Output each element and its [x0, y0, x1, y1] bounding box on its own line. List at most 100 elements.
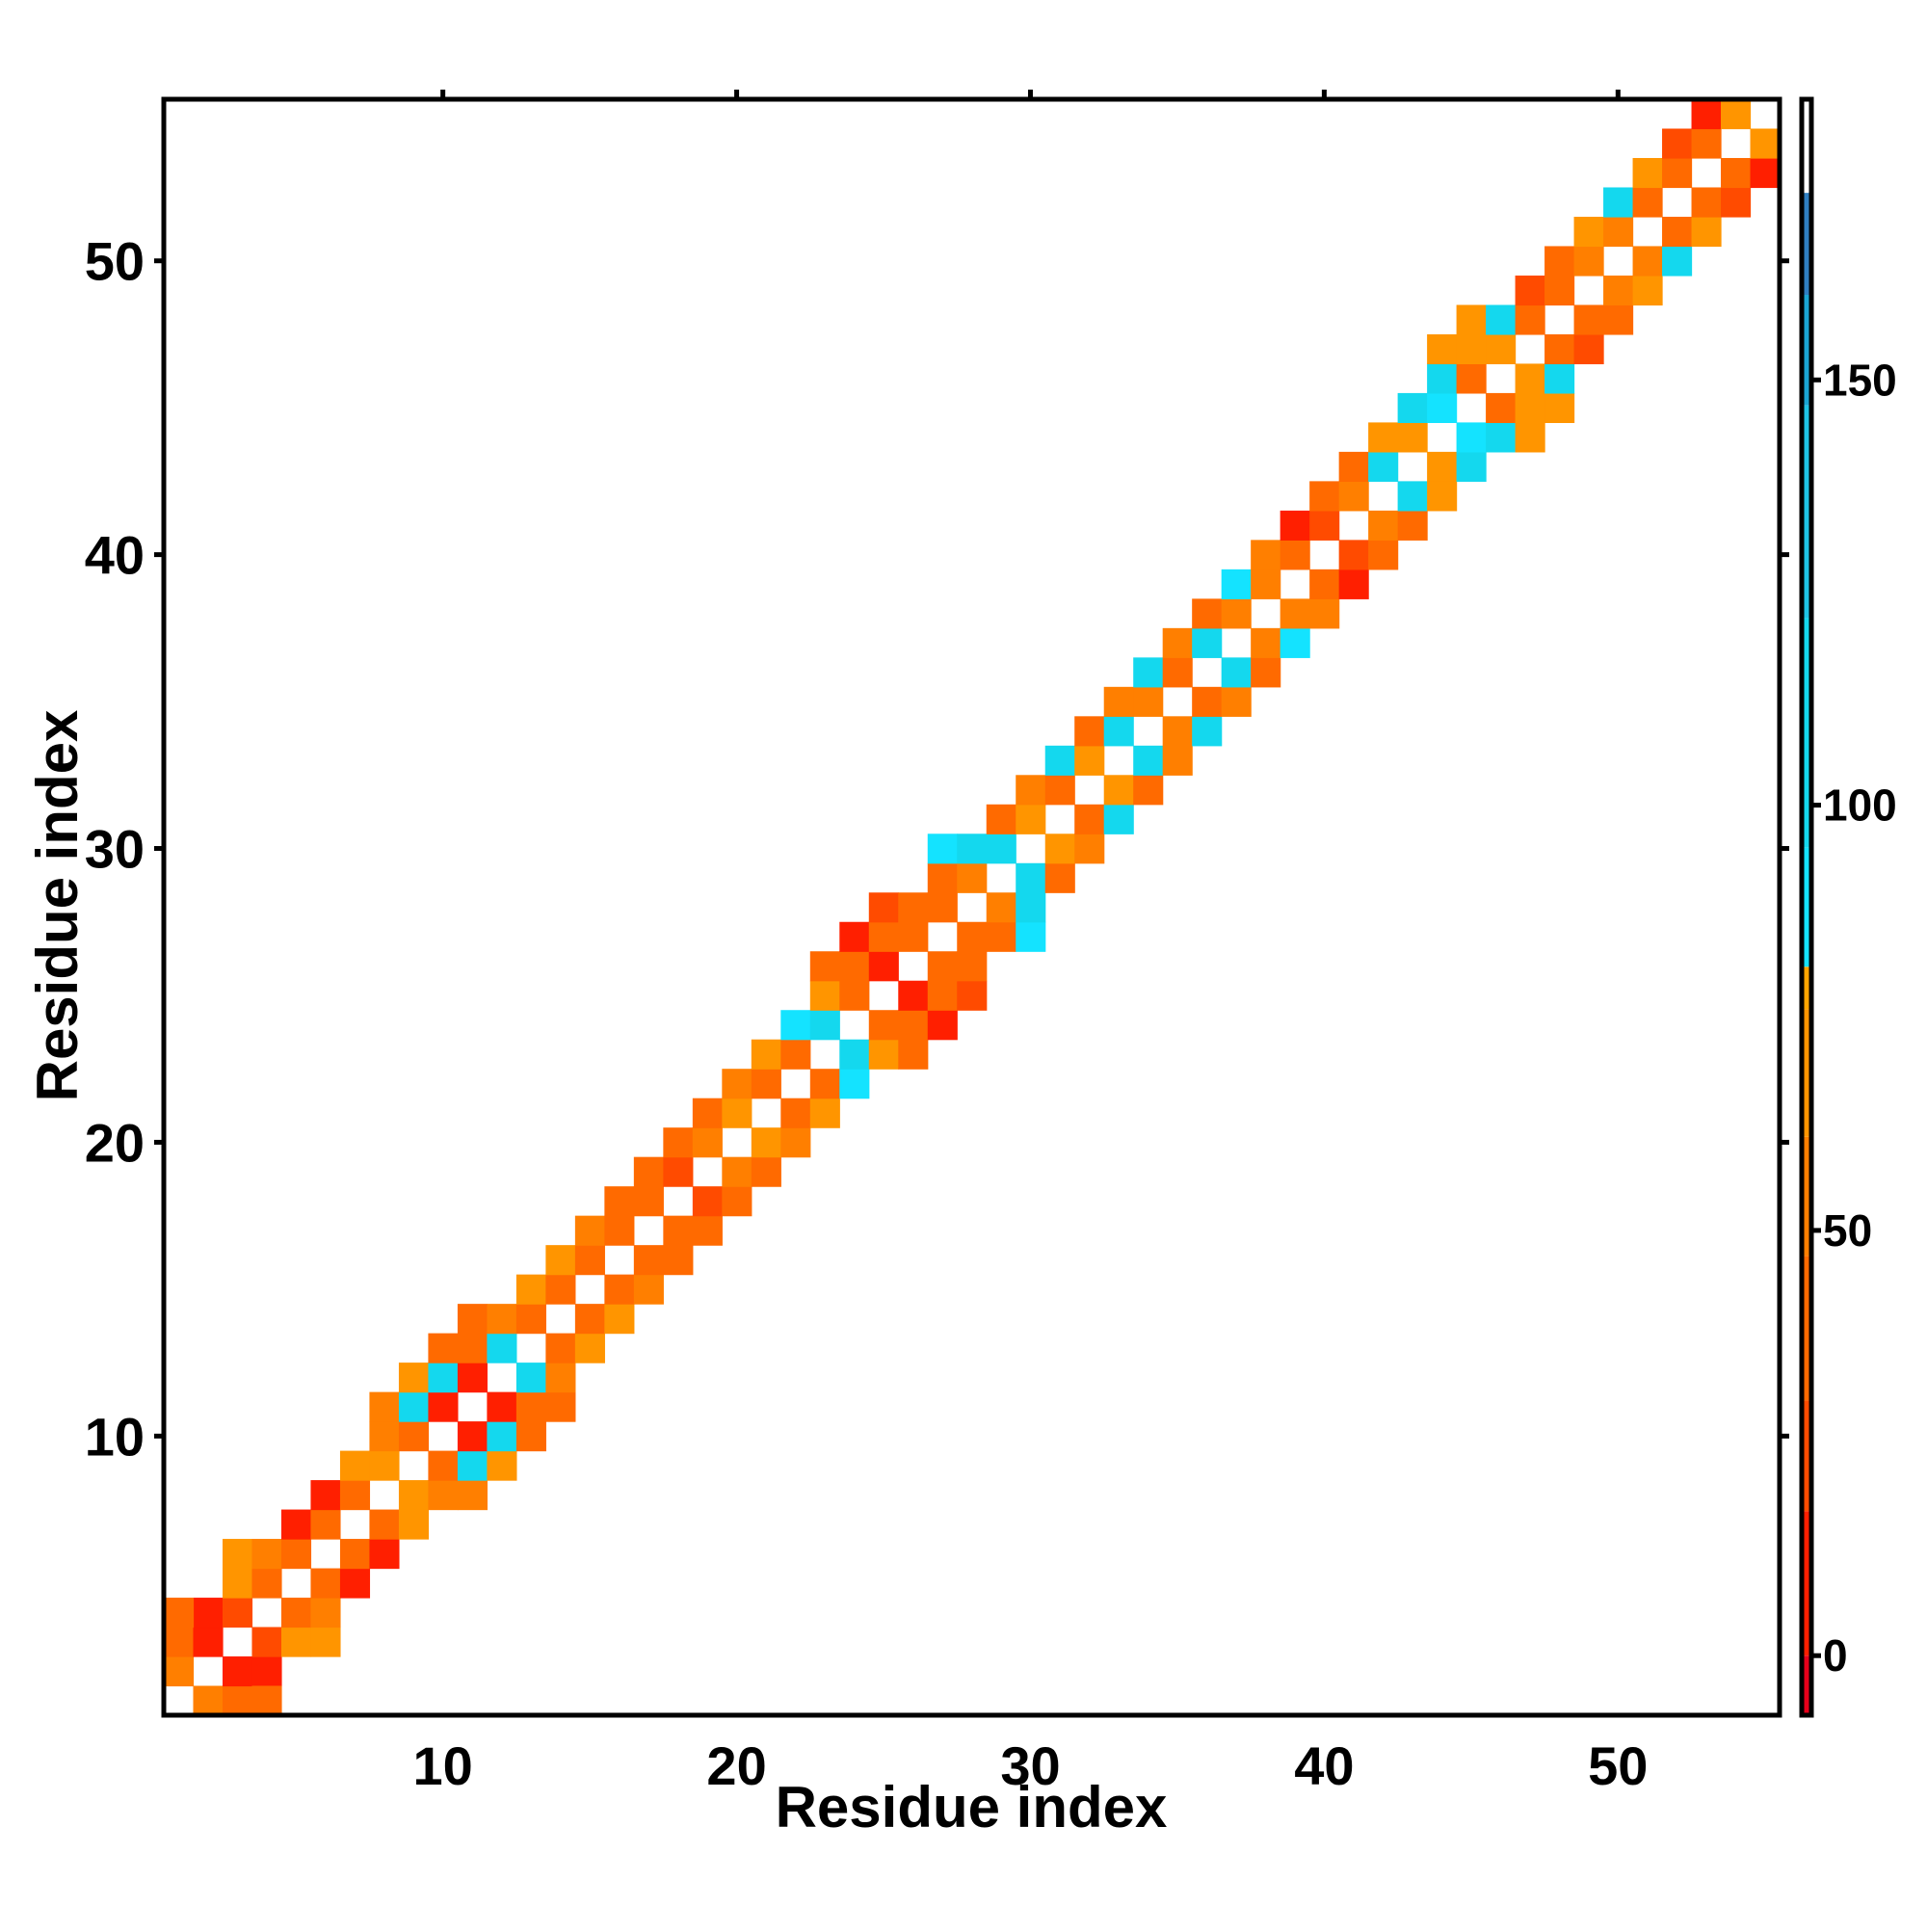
heatmap-cell	[487, 1391, 517, 1422]
heatmap-cell	[310, 1627, 341, 1657]
x-tick-label: 30	[1000, 1735, 1060, 1796]
heatmap-cell	[310, 1598, 341, 1628]
colorbar-band	[1802, 99, 1811, 194]
heatmap-cell	[1721, 157, 1752, 189]
heatmap-cell	[1515, 422, 1545, 453]
heatmap-cell	[1573, 216, 1604, 248]
heatmap-cell	[1691, 187, 1722, 218]
colorbar-tick-label: 100	[1823, 781, 1897, 831]
heatmap-cell	[751, 1069, 781, 1099]
heatmap-cell	[164, 1598, 195, 1628]
colorbar-tick-label: 0	[1823, 1630, 1848, 1681]
heatmap-cells	[164, 99, 1781, 1716]
heatmap-cell	[604, 1186, 635, 1217]
heatmap-cell	[1632, 157, 1663, 189]
heatmap-cell	[751, 1039, 781, 1070]
heatmap-cell	[1162, 716, 1193, 747]
heatmap-cell	[487, 1450, 517, 1481]
heatmap-cell	[1251, 540, 1281, 570]
heatmap-cell	[722, 1186, 752, 1217]
heatmap-cell	[310, 1509, 341, 1540]
heatmap-cell	[1515, 392, 1545, 423]
x-tick-label: 40	[1294, 1735, 1354, 1796]
heatmap-cell	[1162, 627, 1193, 658]
heatmap-cell	[1573, 333, 1604, 365]
heatmap-cell	[545, 1245, 576, 1276]
heatmap-cell	[663, 1245, 694, 1276]
heatmap-cell	[986, 921, 1016, 952]
heatmap-cell	[193, 1685, 224, 1716]
heatmap-cell	[1133, 775, 1164, 806]
heatmap-cell	[222, 1656, 253, 1687]
heatmap-cell	[251, 1627, 282, 1657]
heatmap-cell	[1221, 569, 1252, 599]
heatmap-cell	[1251, 657, 1281, 688]
heatmap-cell	[1103, 716, 1134, 747]
heatmap-cell	[809, 1098, 840, 1128]
heatmap-cell	[515, 1274, 546, 1305]
heatmap-cell	[1016, 921, 1046, 952]
heatmap-cell	[1162, 745, 1193, 776]
heatmap-cell	[1309, 598, 1340, 629]
heatmap-cell	[927, 834, 958, 864]
heatmap-cell	[487, 1304, 517, 1335]
heatmap-cell	[839, 951, 870, 982]
heatmap-cell	[751, 1156, 781, 1187]
heatmap-cell	[515, 1421, 546, 1452]
heatmap-cell	[1016, 892, 1046, 923]
heatmap-cell	[898, 892, 929, 923]
heatmap-cell	[927, 862, 958, 893]
heatmap-cell	[1632, 275, 1663, 306]
heatmap-cell	[398, 1480, 430, 1511]
heatmap-cell	[1544, 246, 1575, 277]
heatmap-cell	[1397, 510, 1428, 541]
heatmap-cell	[633, 1156, 664, 1187]
heatmap-cell	[986, 892, 1016, 923]
heatmap-cell	[339, 1539, 371, 1570]
heatmap-cell	[1133, 657, 1164, 688]
heatmap-cell	[1456, 333, 1487, 365]
colorbar	[1802, 99, 1811, 1715]
heatmap-cell	[574, 1304, 605, 1335]
heatmap-cell	[1280, 510, 1310, 541]
heatmap-cell	[839, 980, 870, 1011]
heatmap-cell	[1133, 686, 1164, 717]
heatmap-cell	[986, 804, 1016, 834]
x-axis-label: Residue index	[776, 1775, 1168, 1839]
heatmap-cell	[487, 1421, 517, 1452]
heatmap-cell	[868, 1010, 899, 1041]
heatmap-cell	[1016, 804, 1046, 834]
y-axis-label: Residue index	[25, 710, 90, 1102]
heatmap-cell	[957, 862, 988, 893]
heatmap-cell	[927, 892, 958, 923]
heatmap-cell	[957, 951, 988, 982]
heatmap-cell	[310, 1568, 341, 1599]
heatmap-cell	[369, 1539, 400, 1570]
y-tick-label: 20	[85, 1112, 145, 1173]
heatmap-cell	[428, 1391, 459, 1422]
heatmap-cell	[927, 951, 958, 982]
heatmap-cell	[692, 1215, 723, 1246]
heatmap-cell	[1221, 686, 1252, 717]
heatmap-cell	[310, 1480, 341, 1511]
heatmap-cell	[1368, 422, 1399, 453]
heatmap-cell	[1368, 510, 1399, 541]
heatmap-cell	[222, 1539, 253, 1570]
heatmap-cell	[1309, 481, 1340, 512]
heatmap-cell	[1280, 627, 1310, 658]
heatmap-cell	[428, 1363, 459, 1393]
heatmap-cell	[663, 1127, 694, 1158]
heatmap-cell	[1750, 128, 1781, 159]
heatmap-cell	[1662, 157, 1693, 189]
heatmap-cell	[193, 1598, 224, 1628]
heatmap-cell	[1074, 716, 1105, 747]
heatmap-cell	[1192, 627, 1223, 658]
colorbar-band	[1802, 405, 1811, 619]
heatmap-cell	[1280, 598, 1310, 629]
heatmap-cell	[339, 1568, 371, 1599]
heatmap-cell	[1427, 451, 1458, 482]
heatmap-cell	[1016, 775, 1046, 806]
heatmap-cell	[515, 1363, 546, 1393]
heatmap-cell	[1486, 304, 1517, 335]
heatmap-cell	[574, 1333, 605, 1363]
